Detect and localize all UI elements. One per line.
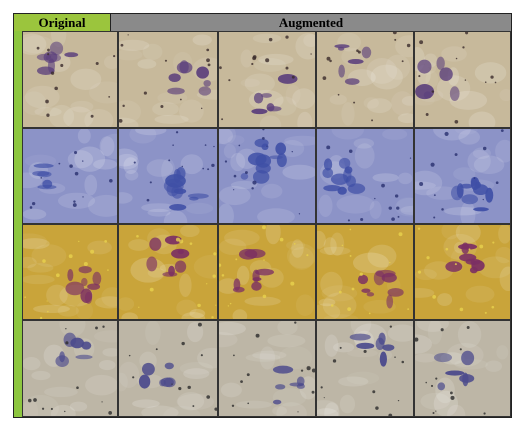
tile-r3-c5 <box>414 224 511 320</box>
tile-r2-c4 <box>316 128 414 224</box>
tile-r3-c2 <box>118 224 218 320</box>
image-grid <box>22 31 511 417</box>
tile-r1-c4 <box>316 31 414 128</box>
tile-r2-c1 <box>22 128 118 224</box>
tile-r4-c2 <box>118 320 218 417</box>
tile-r1-c5 <box>414 31 511 128</box>
tile-r2-c3 <box>218 128 316 224</box>
original-column-accent <box>14 31 22 417</box>
tile-r1-c1 <box>22 31 118 128</box>
tile-r4-c3 <box>218 320 316 417</box>
header-augmented: Augmented <box>111 14 511 31</box>
tile-r3-c1 <box>22 224 118 320</box>
tile-r1-c3 <box>218 31 316 128</box>
tile-r2-c2 <box>118 128 218 224</box>
tile-r2-c5 <box>414 128 511 224</box>
tile-r3-c4 <box>316 224 414 320</box>
tile-r4-c1 <box>22 320 118 417</box>
header-original: Original <box>14 14 111 31</box>
tile-r3-c3 <box>218 224 316 320</box>
figure-frame: Original Augmented <box>13 13 512 418</box>
tile-r1-c2 <box>118 31 218 128</box>
tile-r4-c5 <box>414 320 511 417</box>
tile-r4-c4 <box>316 320 414 417</box>
